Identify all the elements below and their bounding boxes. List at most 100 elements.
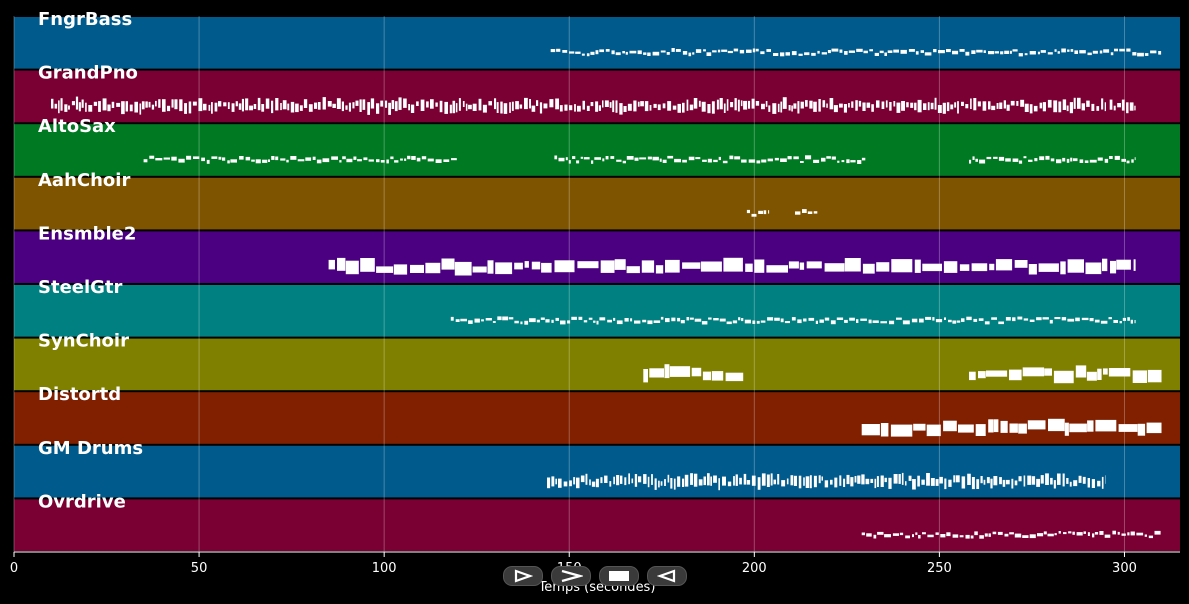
note: [634, 157, 639, 161]
note: [1005, 158, 1011, 162]
note: [667, 155, 674, 159]
note: [993, 476, 998, 486]
note: [815, 320, 818, 324]
note: [876, 100, 880, 108]
note: [60, 98, 63, 111]
note: [1103, 49, 1110, 53]
note: [952, 320, 957, 324]
note: [93, 101, 98, 106]
note: [492, 321, 496, 323]
note: [978, 371, 986, 379]
note: [599, 317, 606, 321]
note: [141, 101, 145, 110]
note: [755, 48, 759, 52]
note: [976, 479, 980, 489]
note: [1056, 159, 1062, 164]
note: [819, 319, 824, 323]
note: [660, 50, 666, 53]
note: [569, 480, 572, 487]
note: [741, 318, 744, 322]
note: [793, 475, 797, 486]
note: [1094, 319, 1100, 323]
rewind-button[interactable]: [647, 566, 687, 586]
note: [824, 480, 829, 488]
note: [991, 317, 997, 320]
note: [616, 159, 622, 162]
play-button[interactable]: [503, 566, 543, 586]
note: [1081, 317, 1089, 321]
note: [874, 52, 879, 56]
note: [721, 49, 728, 52]
note: [888, 477, 892, 489]
note: [766, 265, 788, 273]
note: [295, 103, 299, 113]
note: [193, 156, 200, 159]
note: [1031, 476, 1036, 485]
note: [458, 98, 461, 111]
note: [439, 100, 443, 113]
note: [813, 101, 817, 112]
note: [1039, 156, 1045, 161]
note: [843, 104, 847, 113]
note: [857, 160, 862, 164]
note: [998, 156, 1005, 161]
note: [1036, 478, 1040, 487]
note: [994, 51, 999, 54]
note: [1003, 100, 1006, 109]
note: [649, 368, 664, 378]
note: [454, 261, 472, 276]
note: [390, 156, 394, 160]
note: [615, 100, 618, 113]
note: [927, 534, 934, 538]
note: [977, 101, 981, 107]
note: [1074, 50, 1078, 54]
note: [979, 159, 986, 164]
note: [1144, 534, 1147, 537]
note: [268, 159, 270, 162]
note: [791, 51, 797, 56]
note: [426, 101, 429, 108]
note: [995, 259, 1013, 271]
note: [734, 156, 741, 160]
note: [899, 532, 904, 536]
note: [129, 104, 133, 112]
note: [780, 52, 785, 57]
note: [524, 261, 529, 268]
note: [1110, 260, 1117, 274]
note: [765, 101, 768, 107]
note: [578, 316, 583, 320]
stop-button[interactable]: [599, 566, 639, 586]
note: [75, 96, 79, 110]
note: [1150, 50, 1157, 54]
note: [756, 160, 761, 164]
note: [1129, 102, 1134, 111]
note: [192, 101, 197, 106]
note: [1058, 101, 1062, 113]
note: [763, 210, 767, 215]
note: [68, 105, 70, 110]
note: [756, 320, 760, 324]
note: [682, 262, 701, 269]
note: [826, 156, 831, 159]
note: [798, 53, 803, 56]
note: [893, 101, 896, 107]
note: [472, 266, 487, 273]
fast-forward-button[interactable]: [551, 566, 591, 586]
note: [978, 318, 984, 321]
note: [1012, 317, 1016, 322]
note: [858, 100, 862, 107]
note: [849, 317, 855, 321]
note: [647, 156, 652, 160]
note: [1068, 531, 1072, 534]
note: [716, 99, 719, 110]
note: [299, 105, 303, 111]
note: [598, 105, 601, 111]
note: [865, 478, 870, 485]
note: [602, 100, 604, 108]
note: [855, 100, 858, 111]
note: [1009, 423, 1018, 433]
note: [514, 262, 523, 270]
note: [1073, 480, 1078, 487]
note: [591, 160, 594, 164]
note: [586, 105, 590, 111]
